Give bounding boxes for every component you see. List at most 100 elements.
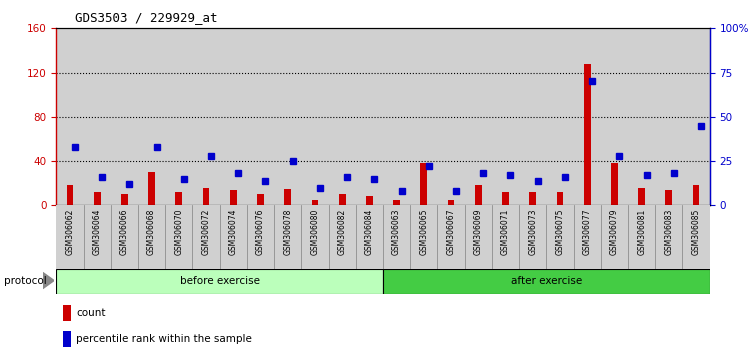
Bar <box>584 64 590 205</box>
Text: GSM306084: GSM306084 <box>365 209 374 255</box>
Text: GSM306075: GSM306075 <box>556 209 565 255</box>
Bar <box>366 196 372 205</box>
Text: count: count <box>76 308 105 318</box>
Bar <box>339 194 345 205</box>
Bar <box>437 205 465 269</box>
Bar <box>247 205 274 269</box>
Text: GSM306063: GSM306063 <box>392 209 401 255</box>
Bar <box>611 163 618 205</box>
Bar <box>111 28 138 205</box>
Bar <box>148 172 155 205</box>
Text: GSM306068: GSM306068 <box>147 209 156 255</box>
Bar <box>247 28 274 205</box>
Text: GSM306070: GSM306070 <box>174 209 183 255</box>
Bar <box>138 205 165 269</box>
Text: protocol: protocol <box>4 276 47 286</box>
Bar <box>192 205 219 269</box>
Bar <box>692 185 699 205</box>
Text: before exercise: before exercise <box>179 276 260 286</box>
Text: GSM306076: GSM306076 <box>256 209 265 255</box>
Text: GDS3503 / 229929_at: GDS3503 / 229929_at <box>75 11 218 24</box>
Bar <box>519 28 546 205</box>
Bar <box>230 190 237 205</box>
Bar <box>394 200 400 205</box>
Text: after exercise: after exercise <box>511 276 582 286</box>
Text: GSM306082: GSM306082 <box>338 209 347 255</box>
Bar <box>628 205 655 269</box>
Bar <box>121 194 128 205</box>
Bar <box>356 28 383 205</box>
Text: GSM306074: GSM306074 <box>229 209 238 255</box>
Bar <box>574 205 601 269</box>
Bar <box>111 205 138 269</box>
Bar <box>519 205 546 269</box>
Bar <box>219 28 247 205</box>
Bar <box>63 331 71 347</box>
Bar <box>383 205 410 269</box>
Bar <box>56 28 83 205</box>
Text: percentile rank within the sample: percentile rank within the sample <box>76 334 252 344</box>
Bar <box>83 205 111 269</box>
Bar <box>683 205 710 269</box>
Bar <box>655 205 683 269</box>
Bar <box>601 205 628 269</box>
Bar <box>437 28 465 205</box>
Bar <box>328 28 356 205</box>
Bar <box>683 28 710 205</box>
Bar <box>475 185 481 205</box>
Bar <box>165 28 192 205</box>
Text: GSM306072: GSM306072 <box>201 209 210 255</box>
Bar <box>138 28 165 205</box>
Text: GSM306081: GSM306081 <box>637 209 646 255</box>
Bar <box>638 188 645 205</box>
Bar <box>192 28 219 205</box>
Bar <box>274 28 301 205</box>
Bar <box>448 200 454 205</box>
Bar <box>176 192 182 205</box>
Bar <box>547 205 574 269</box>
Bar <box>655 28 683 205</box>
Text: GSM306073: GSM306073 <box>528 209 537 255</box>
Bar <box>492 205 519 269</box>
Bar <box>274 205 301 269</box>
Bar <box>312 200 318 205</box>
Bar <box>665 190 672 205</box>
Bar <box>94 192 101 205</box>
Bar <box>574 28 601 205</box>
Bar <box>63 305 71 321</box>
Text: GSM306071: GSM306071 <box>501 209 510 255</box>
Bar <box>56 205 83 269</box>
Text: GSM306062: GSM306062 <box>65 209 74 255</box>
Bar <box>203 188 210 205</box>
Text: GSM306077: GSM306077 <box>583 209 592 255</box>
Bar <box>628 28 655 205</box>
Text: GSM306066: GSM306066 <box>120 209 129 255</box>
Bar <box>502 192 509 205</box>
Bar <box>285 189 291 205</box>
Bar <box>67 185 74 205</box>
Text: GSM306067: GSM306067 <box>447 209 456 255</box>
Text: GSM306078: GSM306078 <box>283 209 292 255</box>
Bar <box>601 28 628 205</box>
Text: GSM306064: GSM306064 <box>92 209 101 255</box>
Polygon shape <box>43 273 54 289</box>
Bar <box>356 205 383 269</box>
Bar <box>301 205 328 269</box>
Text: GSM306083: GSM306083 <box>665 209 674 255</box>
Text: GSM306065: GSM306065 <box>419 209 428 255</box>
Bar <box>83 28 111 205</box>
Bar <box>383 28 410 205</box>
Bar <box>465 28 492 205</box>
Bar <box>492 28 519 205</box>
Bar <box>328 205 356 269</box>
Bar <box>556 192 563 205</box>
Bar <box>383 269 710 294</box>
Bar <box>465 205 492 269</box>
Bar <box>257 194 264 205</box>
Bar <box>529 192 536 205</box>
Bar <box>301 28 328 205</box>
Bar <box>547 28 574 205</box>
Bar <box>219 205 247 269</box>
Bar <box>165 205 192 269</box>
Bar <box>410 205 437 269</box>
